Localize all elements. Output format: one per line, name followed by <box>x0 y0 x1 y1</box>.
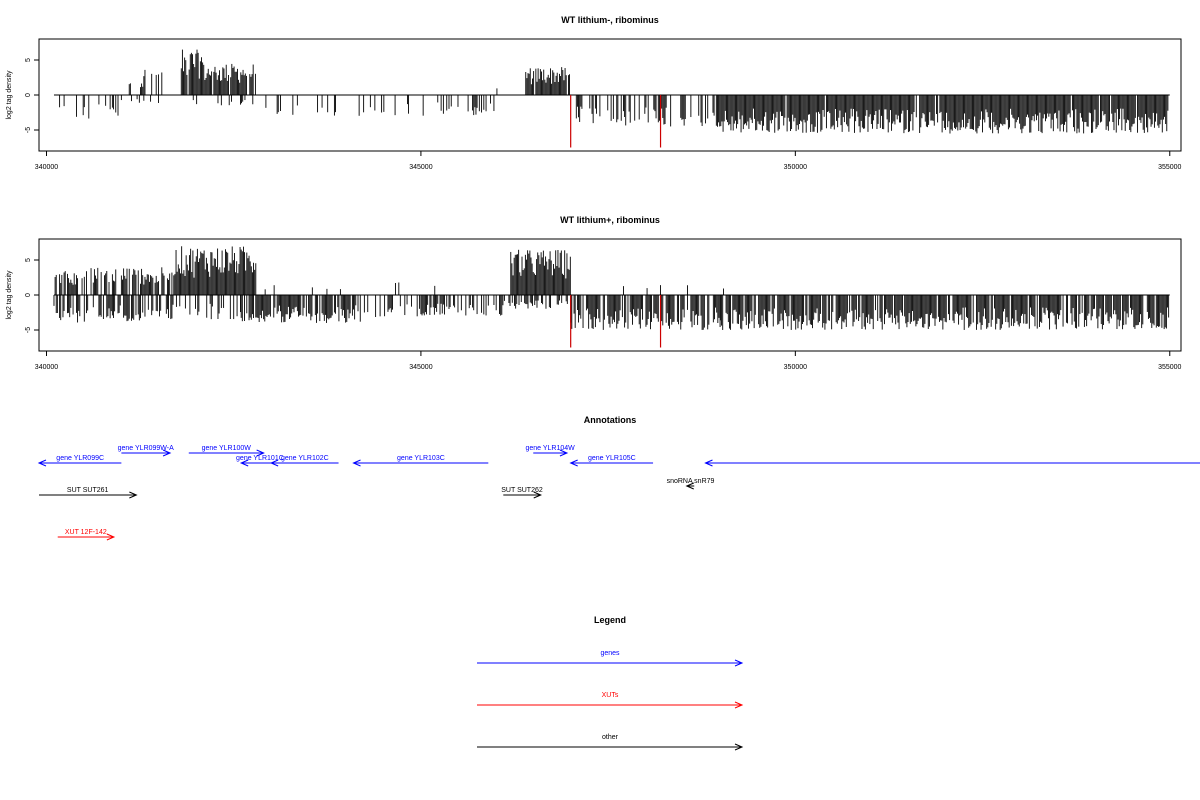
y-tick-label: -5 <box>25 327 32 333</box>
y-tick-label: 5 <box>25 58 32 62</box>
annotation-gene: gene YLR100W <box>188 445 265 457</box>
arrow-head <box>37 459 47 467</box>
annotation-xut: XUT 12F-142 <box>57 529 116 541</box>
annotation-label: gene YLR101C <box>236 455 284 462</box>
arrow-head <box>569 459 578 467</box>
annotation-label: SUT SUT262 <box>501 487 543 494</box>
x-tick-label: 345000 <box>409 364 432 371</box>
arrow-head <box>734 743 744 751</box>
legend-label: other <box>602 734 619 741</box>
annotation-label: XUT 12F-142 <box>65 529 107 536</box>
annotation-gene: gene YLR099C <box>37 455 122 467</box>
annotation-other: SUT SUT262 <box>501 487 543 499</box>
y-axis-label: log2 tag density <box>6 70 13 120</box>
x-tick-label: 345000 <box>409 164 432 171</box>
annotation-gene <box>704 459 1200 467</box>
annotation-gene: gene YLR104W <box>525 445 575 457</box>
arrow-head <box>106 533 116 541</box>
y-tick-label: 0 <box>25 93 32 97</box>
annotation-label: gene YLR105C <box>588 455 636 462</box>
arrow-head <box>269 459 279 467</box>
annotation-label: SUT SUT261 <box>67 487 109 494</box>
arrow-head <box>162 449 172 457</box>
track-panel-lithium-minus: WT lithium-, ribominus 340000 345000 35000… <box>6 15 1182 171</box>
x-tick-label: 355000 <box>1158 164 1181 171</box>
legend-label: XUTs <box>602 692 619 699</box>
x-tick-label: 340000 <box>35 164 58 171</box>
arrow-head <box>704 459 713 467</box>
arrow-head <box>685 482 694 490</box>
panel-title: WT lithium+, ribominus <box>560 215 660 225</box>
arrow-head <box>533 491 543 499</box>
annotation-label: gene YLR102C <box>281 455 329 462</box>
arrow-head <box>734 659 744 667</box>
annotation-other: snoRNA snR79 <box>667 478 715 490</box>
annotation-label: gene YLR100W <box>202 445 252 452</box>
annotations-title: Annotations <box>584 415 637 425</box>
annotation-label: gene YLR104W <box>525 445 575 452</box>
annotations-panel: Annotations gene YLR099C gene YLR099W-A ge… <box>37 415 1200 541</box>
x-tick-label: 355000 <box>1158 364 1181 371</box>
arrow-head <box>239 459 249 467</box>
annotation-label: gene YLR099W-A <box>118 445 174 452</box>
x-tick-label: 350000 <box>784 364 807 371</box>
annotation-other: SUT SUT261 <box>39 487 138 499</box>
y-tick-label: 0 <box>25 293 32 297</box>
y-axis-label: log2 tag density <box>6 270 13 320</box>
legend-label: genes <box>600 650 620 657</box>
annotation-label: snoRNA snR79 <box>667 478 715 485</box>
arrow-head <box>352 459 361 467</box>
annotation-label: gene YLR103C <box>397 455 445 462</box>
legend-item: XUTs <box>477 692 744 709</box>
arrow-head <box>559 449 569 457</box>
arrow-head <box>256 449 265 457</box>
x-tick-label: 340000 <box>35 364 58 371</box>
legend: Legend genes XUTs other <box>477 615 744 751</box>
y-tick-label: 5 <box>25 258 32 262</box>
track-panel-lithium-plus: WT lithium+, ribominus 340000 345000 35000… <box>6 215 1182 371</box>
arrow-head <box>129 491 138 499</box>
annotation-label: gene YLR099C <box>56 455 104 462</box>
legend-item: other <box>477 734 744 751</box>
annotation-gene: gene YLR099W-A <box>118 445 174 457</box>
arrow-head <box>734 701 744 709</box>
panel-title: WT lithium-, ribominus <box>561 15 659 25</box>
annotation-gene: gene YLR103C <box>352 455 489 467</box>
x-tick-label: 350000 <box>784 164 807 171</box>
legend-item: genes <box>477 650 744 667</box>
annotation-gene: gene YLR105C <box>569 455 654 467</box>
y-tick-label: -5 <box>25 127 32 133</box>
annotation-gene: gene YLR102C <box>269 455 339 467</box>
legend-title: Legend <box>594 615 626 625</box>
